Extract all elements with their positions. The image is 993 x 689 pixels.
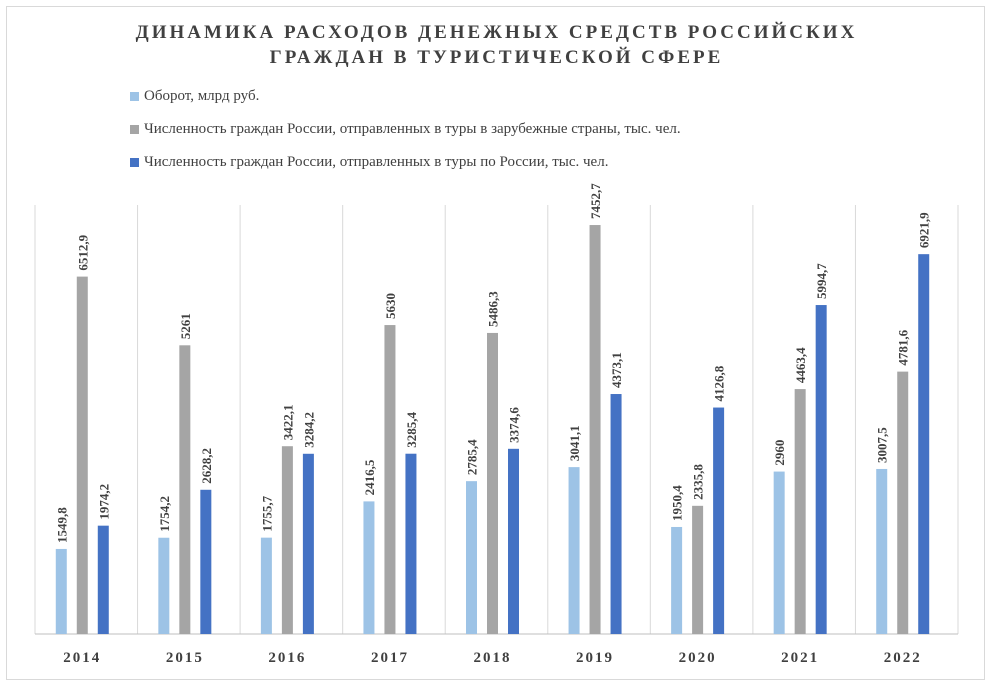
x-tick-label: 2019 — [576, 650, 614, 666]
chart-title-line-1: ДИНАМИКА РАСХОДОВ ДЕНЕЖНЫХ СРЕДСТВ РОССИ… — [135, 22, 858, 43]
bar-0-2018 — [466, 481, 477, 634]
data-label: 1754,2 — [157, 496, 172, 532]
chart-title-line-2: ГРАЖДАН В ТУРИСТИЧЕСКОЙ СФЕРЕ — [269, 47, 724, 68]
data-label: 7452,7 — [588, 183, 603, 219]
data-label: 4126,8 — [712, 365, 727, 401]
data-label: 2335,8 — [691, 464, 706, 500]
data-label: 2416,5 — [362, 459, 377, 495]
data-label: 5994,7 — [814, 263, 829, 299]
bar-1-2014 — [76, 276, 88, 634]
bar-0-2014 — [55, 548, 67, 634]
legend-swatch-domestic — [130, 158, 139, 167]
data-label: 1549,8 — [54, 507, 69, 543]
data-label: 3285,4 — [404, 411, 419, 447]
data-label: 5630 — [383, 293, 398, 319]
data-label: 3374,6 — [507, 407, 522, 443]
x-tick-label: 2022 — [884, 650, 922, 666]
bar-0-2019 — [568, 467, 580, 634]
bar-0-2020 — [671, 526, 683, 634]
bar-0-2021 — [773, 471, 785, 634]
bar-1-2015 — [179, 345, 191, 634]
data-label: 4373,1 — [609, 352, 624, 388]
bar-2-2020 — [713, 407, 725, 634]
data-label: 1974,2 — [96, 484, 111, 520]
bar-0-2016 — [260, 537, 272, 634]
x-tick-label: 2020 — [679, 650, 717, 666]
legend-label-turnover: Оборот, млрд руб. — [144, 88, 260, 104]
x-tick-label: 2021 — [781, 650, 819, 666]
legend-swatch-abroad — [130, 125, 139, 134]
x-tick-label: 2014 — [63, 650, 101, 666]
x-tick-label: 2015 — [166, 650, 204, 666]
data-label: 3284,2 — [301, 412, 316, 448]
data-label: 4781,6 — [896, 329, 911, 365]
bar-1-2017 — [384, 325, 396, 634]
bar-0-2017 — [363, 501, 375, 634]
legend-label-abroad: Численность граждан России, отправленных… — [144, 121, 681, 137]
data-label: 6512,9 — [75, 234, 90, 270]
bar-2-2018 — [508, 448, 519, 634]
legend: Оборот, млрд руб. Численность граждан Ро… — [130, 80, 681, 179]
data-label: 2628,2 — [199, 448, 214, 484]
data-label: 1755,7 — [259, 495, 274, 531]
bar-1-2020 — [692, 505, 704, 634]
bar-2-2022 — [918, 254, 930, 634]
bar-1-2021 — [794, 389, 806, 634]
data-label: 6921,9 — [917, 212, 932, 248]
data-label: 1950,4 — [670, 485, 685, 521]
bar-1-2019 — [589, 225, 601, 634]
bar-2-2021 — [815, 305, 827, 634]
bar-1-2016 — [281, 446, 293, 634]
data-label: 2785,4 — [465, 439, 480, 475]
data-label: 3041,1 — [567, 425, 582, 461]
legend-swatch-turnover — [130, 92, 139, 101]
bar-2-2017 — [405, 453, 417, 634]
data-label: 3007,5 — [875, 427, 890, 463]
legend-item-turnover: Оборот, млрд руб. — [130, 80, 681, 113]
bar-2-2014 — [97, 525, 109, 634]
legend-item-domestic: Численность граждан России, отправленных… — [130, 146, 681, 179]
chart-title: ДИНАМИКА РАСХОДОВ ДЕНЕЖНЫХ СРЕДСТВ РОССИ… — [0, 20, 993, 70]
x-tick-label: 2017 — [371, 650, 409, 666]
data-label: 5486,3 — [486, 291, 501, 327]
bar-0-2022 — [876, 468, 888, 634]
legend-item-abroad: Численность граждан России, отправленных… — [130, 113, 681, 146]
data-label: 5261 — [178, 313, 193, 339]
data-label: 2960 — [772, 440, 787, 466]
bar-0-2015 — [158, 537, 170, 634]
bar-2-2016 — [302, 453, 314, 634]
bar-2-2019 — [610, 394, 622, 634]
bar-2-2015 — [200, 489, 212, 634]
legend-label-domestic: Численность граждан России, отправленных… — [144, 154, 609, 170]
data-label: 4463,4 — [793, 347, 808, 383]
x-tick-label: 2018 — [474, 650, 512, 666]
bar-1-2022 — [897, 371, 909, 634]
bar-1-2018 — [487, 332, 498, 634]
data-label: 3422,1 — [280, 404, 295, 440]
x-tick-label: 2016 — [268, 650, 306, 666]
